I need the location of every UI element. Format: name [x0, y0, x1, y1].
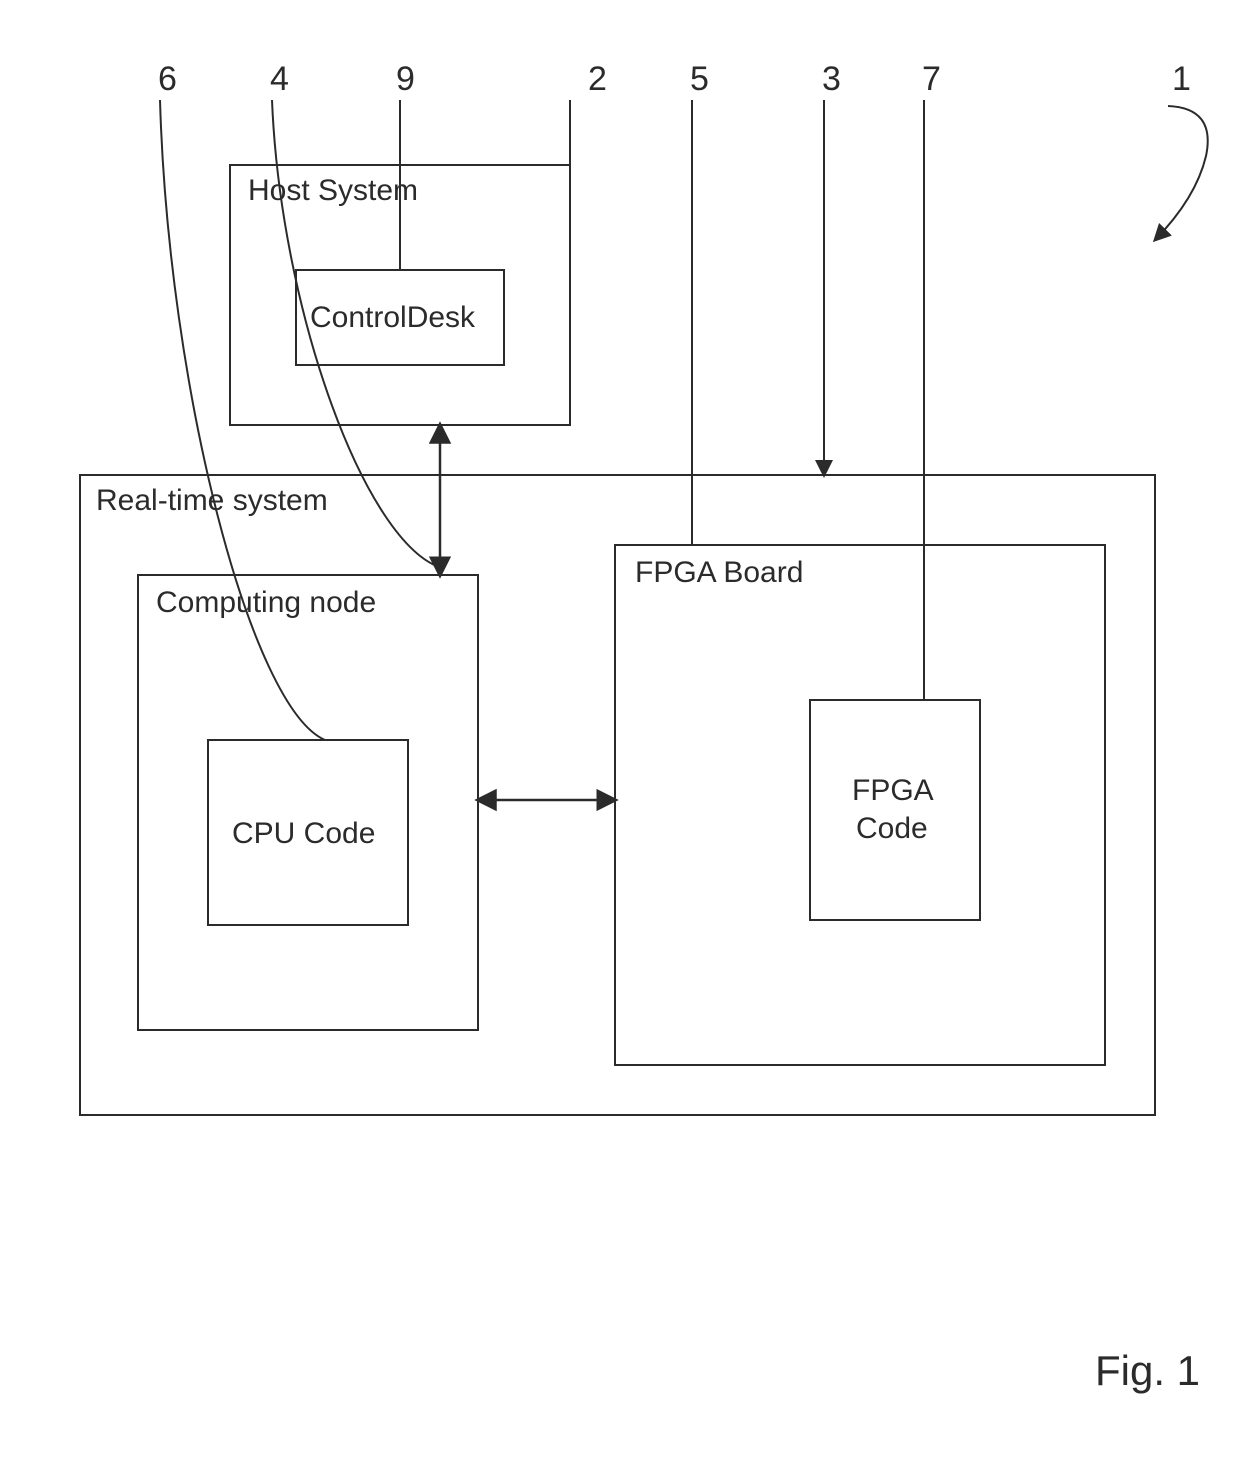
callout-numeral-2: 2: [588, 60, 607, 98]
callout-numeral-6: 6: [158, 60, 177, 98]
callout-numeral-5: 5: [690, 60, 709, 98]
callout-numeral-1: 1: [1172, 60, 1191, 98]
callout-numeral-7: 7: [922, 60, 941, 98]
fpga-code-box: [810, 700, 980, 920]
fpga-board-label: FPGA Board: [635, 556, 803, 589]
callout-numeral-4: 4: [270, 60, 289, 98]
fpga-code-label-1: FPGA: [852, 774, 934, 807]
callout-numeral-9: 9: [396, 60, 415, 98]
fpga-code-label-2: Code: [856, 812, 928, 845]
cpu-code-label: CPU Code: [232, 817, 375, 850]
realtime-system-box: [80, 475, 1155, 1115]
callout-leader-1: [1155, 106, 1208, 240]
computing-node-box: [138, 575, 478, 1030]
figure-label: Fig. 1: [1095, 1347, 1200, 1394]
callout-numeral-3: 3: [822, 60, 841, 98]
host-system-label: Host System: [248, 174, 418, 207]
controldesk-label: ControlDesk: [310, 301, 476, 334]
computing-node-label: Computing node: [156, 586, 376, 619]
